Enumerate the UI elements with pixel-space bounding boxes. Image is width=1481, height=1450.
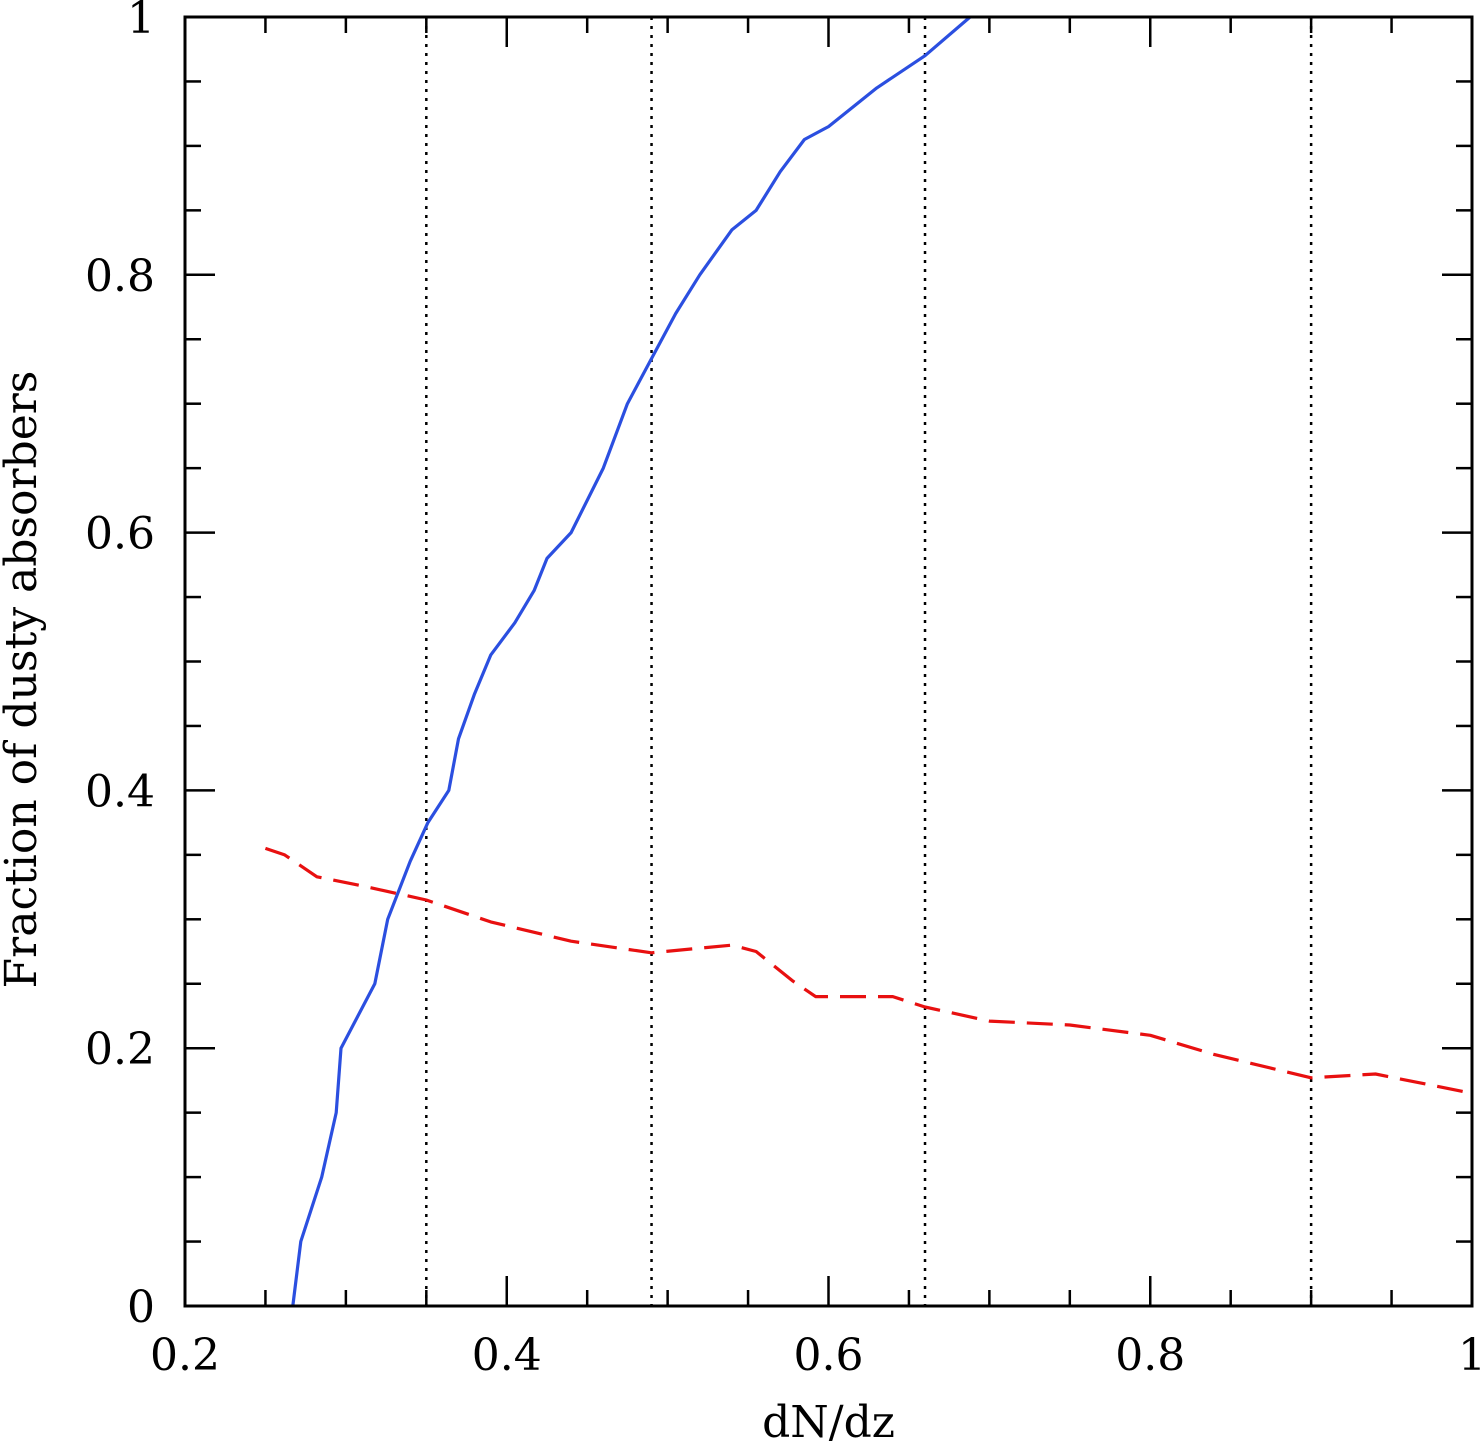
x-tick-label: 0.4 [472,1330,542,1381]
y-tick-label: 1 [127,0,155,44]
x-tick-label: 0.8 [1115,1330,1185,1381]
tick-labels: 0.2 0.4 0.6 0.8 100.20.40.60.81 [85,0,1481,1381]
plot-frame [183,15,1474,1308]
series-line-1 [264,846,1473,1095]
y-axis-label: Fraction of dusty absorbers [0,371,47,989]
y-tick-label: 0 [127,1282,155,1333]
y-tick-label: 0.2 [85,1024,155,1075]
plot-content [264,15,1473,1307]
x-tick-label: 0.6 [794,1330,864,1381]
y-tick-label: 0.8 [85,251,155,302]
series-line-0 [291,15,972,1307]
axis-ticks [183,15,1474,1308]
x-axis-label: dN/dz [762,1397,895,1448]
y-tick-label: 0.6 [85,509,155,560]
y-tick-label: 0.4 [85,766,155,817]
x-tick-label: 1 [1458,1330,1481,1381]
x-tick-label: 0.2 [150,1330,220,1381]
